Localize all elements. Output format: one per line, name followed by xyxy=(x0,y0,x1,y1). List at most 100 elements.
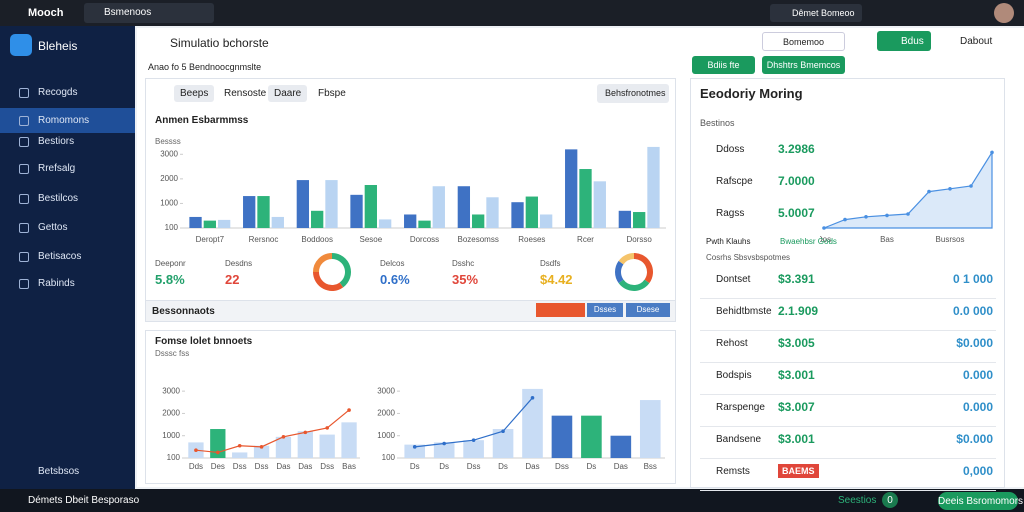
panel-button[interactable] xyxy=(536,303,585,317)
x-tick-label: Rersnoc xyxy=(249,235,279,244)
row-divider xyxy=(700,394,996,395)
bar xyxy=(633,212,646,228)
y-tick-label: 2000 xyxy=(162,409,180,418)
x-tick-label: Das xyxy=(525,462,539,471)
metric-label: Ragss xyxy=(716,208,745,219)
action-button[interactable]: Bdiis fte xyxy=(692,56,755,74)
section-title: Bessonnaots xyxy=(152,306,215,317)
panel-button[interactable]: Dsese xyxy=(626,303,670,317)
kpi-label: Delcos xyxy=(380,259,405,268)
x-tick-label: Des xyxy=(211,462,225,471)
row-value: $3.001 xyxy=(778,432,815,446)
nav-item[interactable]: Rrefsalg xyxy=(38,163,76,174)
nav-item[interactable]: Romomons xyxy=(38,115,90,126)
chart: 100 1000 2000 3000 Deropt7 Rersnoc Boddoos Seso… xyxy=(160,146,666,244)
bar xyxy=(364,185,377,228)
nav-item[interactable]: Recogds xyxy=(38,87,78,98)
bar xyxy=(522,388,543,458)
donut-segment xyxy=(618,279,650,291)
note: Pwth Klauhs xyxy=(706,237,751,246)
metric-value: 3.2986 xyxy=(778,142,815,156)
metric-value: 7.0000 xyxy=(778,174,815,188)
row-value: $3.391 xyxy=(778,272,815,286)
status-button[interactable]: Deeis Bsromomors xyxy=(938,492,1023,510)
row-right: $0.000 xyxy=(956,432,993,446)
x-tick-label: Dds xyxy=(189,462,203,471)
tab[interactable]: Bsmenoos xyxy=(84,3,214,23)
bar xyxy=(257,196,270,228)
row-value: 2.1.909 xyxy=(778,304,819,318)
bar xyxy=(472,214,485,228)
bar xyxy=(275,436,292,458)
nav-item[interactable]: Gettos xyxy=(38,222,68,233)
row-divider xyxy=(700,298,996,299)
kpi-value: 5.8% xyxy=(155,272,185,287)
donut-segment xyxy=(313,253,333,273)
y-tick-label: 100 xyxy=(165,223,179,232)
bar xyxy=(610,435,632,458)
user[interactable]: Dabout xyxy=(960,36,993,47)
x-tick-label: Ds xyxy=(410,462,420,471)
bar xyxy=(457,186,471,228)
primary-button[interactable]: Bdus xyxy=(877,31,931,51)
point xyxy=(412,445,417,449)
bar xyxy=(404,214,417,228)
donut-segment xyxy=(618,253,635,265)
account[interactable]: Dêmet Bomeoo xyxy=(770,4,862,22)
toolbar-tab[interactable]: Rensoste xyxy=(224,88,267,99)
nav-icon xyxy=(19,137,29,147)
kpi-label: Deeponr xyxy=(155,259,186,268)
search[interactable]: Bomemoo xyxy=(762,32,845,51)
x-tick-label: Ds xyxy=(586,462,596,471)
kpi-label: Desdns xyxy=(225,259,253,268)
app-name: Mooch xyxy=(28,7,64,19)
toolbar-tab[interactable]: Beeps xyxy=(174,85,215,102)
panel-button[interactable]: Dsses xyxy=(587,303,623,317)
x-tick-label: Boddoos xyxy=(301,235,333,244)
bar xyxy=(297,431,313,458)
nav-icon xyxy=(19,252,29,262)
nav-item[interactable]: Betisacos xyxy=(38,251,82,262)
row-value: $3.007 xyxy=(778,400,815,414)
toolbar-tab[interactable]: Daare xyxy=(268,85,308,102)
chart-subtitle: Bessss xyxy=(155,137,181,146)
nav-icon xyxy=(19,279,29,289)
chart-subtitle: Dsssc fss xyxy=(155,349,190,358)
y-tick-label: 100 xyxy=(382,453,396,462)
bar xyxy=(243,196,256,228)
x-tick-label: Rcer xyxy=(577,235,594,244)
row-name: Behidtbmste xyxy=(716,306,772,317)
bar xyxy=(217,219,231,228)
dropdown[interactable]: Behsfronotmes xyxy=(597,84,669,103)
bar xyxy=(432,186,445,228)
nav-item[interactable]: Bestiors xyxy=(38,136,75,147)
toolbar-tab[interactable]: Fbspe xyxy=(318,88,346,99)
y-tick-label: 3000 xyxy=(160,149,178,158)
bar xyxy=(319,434,335,458)
nav-footer[interactable]: Betsbsos xyxy=(38,466,80,477)
card xyxy=(690,78,1005,488)
kpi-label: Dsshc xyxy=(452,259,475,268)
x-tick-label: Dss xyxy=(233,462,247,471)
y-tick-label: 1000 xyxy=(162,431,180,440)
bar xyxy=(581,415,602,458)
kpi-value: 0.6% xyxy=(380,272,410,287)
x-tick-label: Dss xyxy=(320,462,334,471)
bar xyxy=(579,169,592,228)
bar xyxy=(486,197,499,228)
bar xyxy=(350,194,363,228)
kpi-value: 35% xyxy=(452,272,479,287)
metric-value: 5.0007 xyxy=(778,206,815,220)
donut-segment xyxy=(633,253,653,284)
row-divider xyxy=(700,330,996,331)
bar xyxy=(511,202,524,228)
nav-item[interactable]: Rabinds xyxy=(38,278,75,289)
action-button[interactable]: Dhshtrs Bmemcos xyxy=(762,56,845,74)
bar xyxy=(433,442,455,458)
nav-item[interactable]: Bestilcos xyxy=(38,193,79,204)
bar xyxy=(325,180,338,228)
row-right: $0.000 xyxy=(956,336,993,350)
y-tick-label: 2000 xyxy=(377,409,395,418)
row-divider xyxy=(700,362,996,363)
bar xyxy=(271,216,284,228)
